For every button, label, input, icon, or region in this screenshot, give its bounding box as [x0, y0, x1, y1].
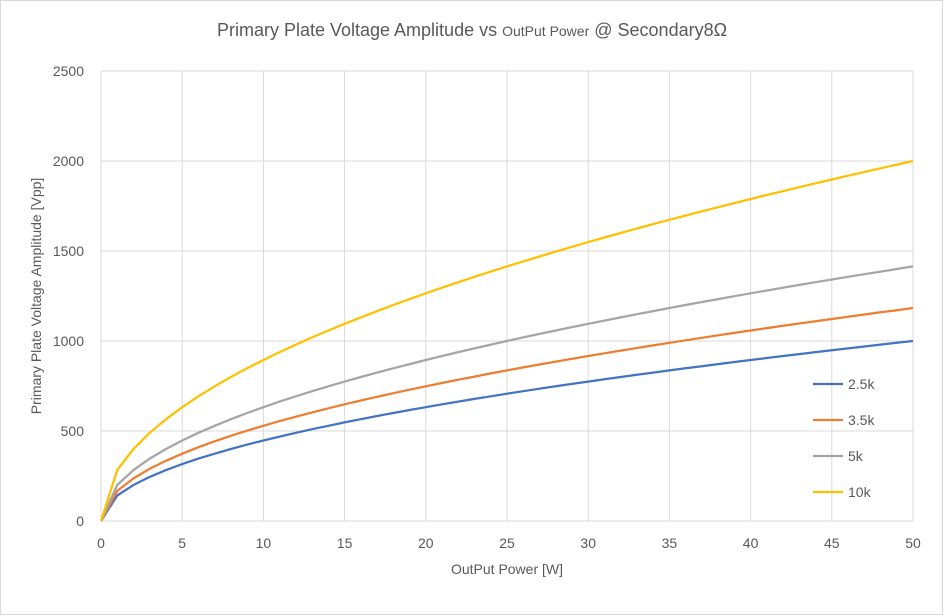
y-axis-label: Primary Plate Voltage Amplitude [Vpp]	[28, 178, 44, 415]
gridlines	[100, 70, 914, 522]
y-tick-label: 2500	[53, 63, 84, 79]
x-tick-label: 35	[662, 535, 678, 551]
x-tick-label: 40	[743, 535, 759, 551]
y-tick-label: 500	[61, 423, 85, 439]
chart-title-part3: @ Secondary8Ω	[589, 20, 727, 40]
legend-label: 5k	[848, 448, 864, 464]
x-tick-label: 5	[178, 535, 186, 551]
x-tick-label: 0	[97, 535, 105, 551]
y-tick-labels: 0 500 1000 1500 2000 2500	[53, 63, 84, 529]
y-tick-label: 2000	[53, 153, 84, 169]
y-tick-label: 0	[76, 513, 84, 529]
legend-label: 3.5k	[848, 412, 875, 428]
chart-title: Primary Plate Voltage Amplitude vs OutPu…	[217, 20, 727, 40]
x-tick-label: 20	[418, 535, 434, 551]
x-tick-labels: 0 5 10 15 20 25 30 35 40 45 50	[97, 535, 921, 551]
x-tick-label: 10	[256, 535, 272, 551]
x-tick-label: 25	[499, 535, 515, 551]
y-tick-label: 1500	[53, 243, 84, 259]
legend: 2.5k 3.5k 5k 10k	[813, 376, 875, 500]
legend-label: 2.5k	[848, 376, 875, 392]
x-tick-label: 50	[905, 535, 921, 551]
x-tick-label: 30	[580, 535, 596, 551]
x-tick-label: 15	[337, 535, 353, 551]
x-axis-label: OutPut Power [W]	[451, 561, 563, 577]
chart-title-part1: Primary Plate Voltage Amplitude vs	[217, 20, 502, 40]
series-line-3.5k	[100, 306, 914, 522]
x-tick-label: 45	[824, 535, 840, 551]
series-line-2.5k	[100, 339, 914, 522]
series-line-5k	[99, 265, 914, 522]
series-lines	[99, 159, 914, 522]
legend-label: 10k	[848, 484, 872, 500]
series-line-10k	[99, 159, 914, 522]
y-tick-label: 1000	[53, 333, 84, 349]
chart-title-part2: OutPut Power	[502, 23, 589, 39]
